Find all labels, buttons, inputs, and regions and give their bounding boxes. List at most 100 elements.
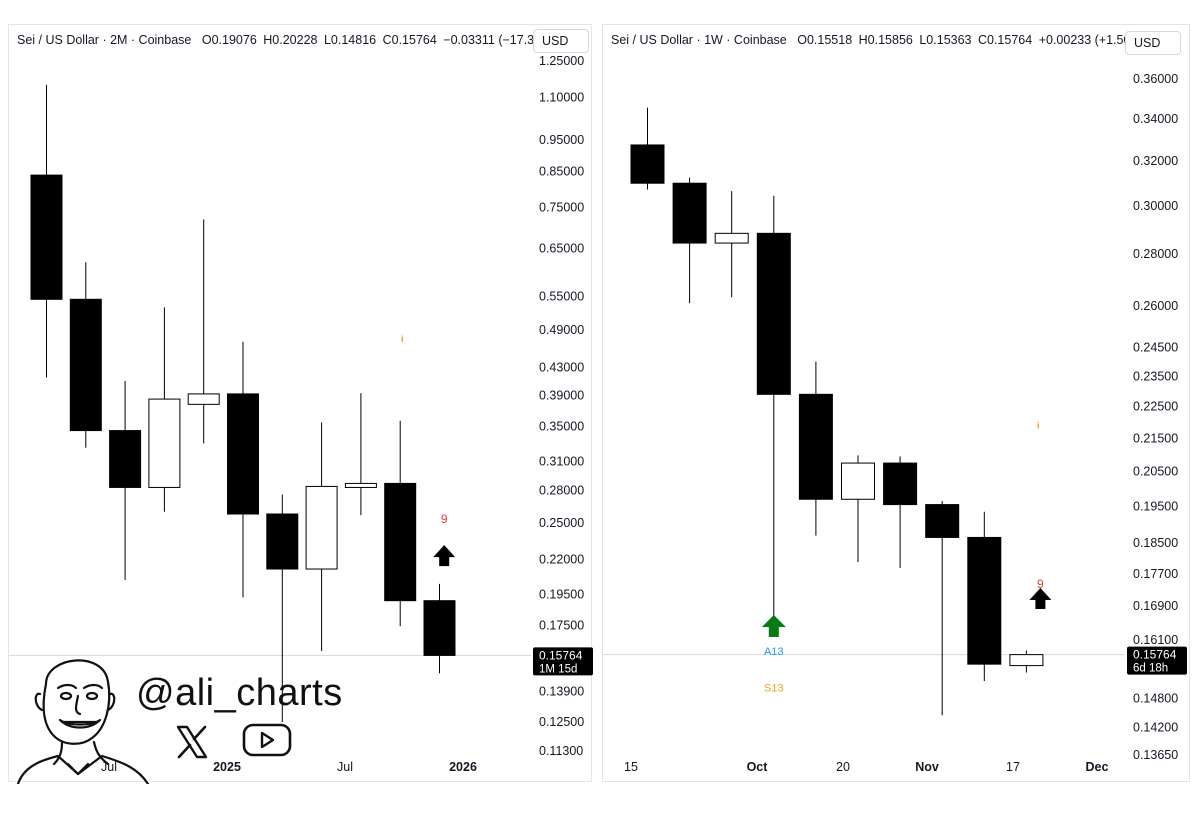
badge-price: 0.15764 <box>539 648 583 662</box>
badge-background <box>533 647 593 676</box>
candle-body <box>925 504 960 538</box>
ohlc-low: L0.14816 <box>323 33 377 47</box>
y-tick-label: 0.22500 <box>1133 400 1178 414</box>
info-marker-icon: i <box>1037 421 1040 431</box>
candle-body <box>423 600 456 656</box>
x-logo-icon[interactable] <box>174 724 210 760</box>
candlestick-chart-1w[interactable]: 0.36000 0.34000 0.32000 0.30000 0.28000 0.260… <box>603 25 1191 783</box>
candle-body <box>967 536 1002 665</box>
candle-body <box>384 482 417 602</box>
y-tick-label: 0.19500 <box>1133 499 1178 513</box>
currency-button[interactable]: USD <box>533 29 589 53</box>
y-tick-label: 0.13650 <box>1133 748 1178 762</box>
y-tick-label: 0.16100 <box>1133 633 1178 647</box>
y-tick-label: 0.36000 <box>1133 72 1178 86</box>
x-tick-label: Nov <box>915 760 939 774</box>
symbol-legend: Sei / US Dollar · 1W · Coinbase O0.15518… <box>611 33 1149 47</box>
candle-body <box>1009 654 1044 667</box>
y-tick-label: 0.49000 <box>539 323 584 337</box>
brand-watermark: @ali_charts <box>8 644 368 784</box>
signal-marker-label: S13 <box>764 683 784 695</box>
symbol-legend: Sei / US Dollar · 2M · Coinbase O0.19076… <box>17 33 559 47</box>
ohlc-high: H0.20228 <box>263 33 318 47</box>
y-tick-label: 0.17700 <box>1133 567 1178 581</box>
signal-count-label: 9 <box>1037 577 1044 591</box>
y-tick-label: 0.26000 <box>1133 299 1178 313</box>
brand-handle: @ali_charts <box>136 672 343 714</box>
candle-body <box>756 232 791 395</box>
y-tick-label: 0.35000 <box>539 419 584 433</box>
ohlc-open: O0.19076 <box>201 33 257 47</box>
y-tick-label: 0.25000 <box>539 516 584 530</box>
up-arrow-icon <box>1029 587 1052 609</box>
candle-body <box>714 232 749 244</box>
x-tick-label: Oct <box>747 760 769 774</box>
y-tick-label: 0.16900 <box>1133 599 1178 613</box>
y-tick-label: 0.18500 <box>1133 536 1178 550</box>
candle-body <box>109 430 142 488</box>
y-tick-label: 0.32000 <box>1133 154 1178 168</box>
y-tick-label: 0.39000 <box>539 388 584 402</box>
candle-body <box>69 298 102 432</box>
y-tick-label: 0.24500 <box>1133 340 1178 354</box>
candle-body <box>305 485 338 570</box>
currency-button[interactable]: USD <box>1125 31 1181 55</box>
price-change: +0.00233 (+1.50%) <box>1038 33 1146 47</box>
info-marker-icon: i <box>401 334 404 344</box>
y-tick-label: 0.34000 <box>1133 112 1178 126</box>
symbol-title[interactable]: Sei / US Dollar · 2M · Coinbase <box>17 33 192 47</box>
y-tick-label: 0.85000 <box>539 165 584 179</box>
y-tick-label: 0.28000 <box>1133 247 1178 261</box>
candle-body <box>227 393 259 515</box>
y-tick-label: 0.28000 <box>539 484 584 498</box>
y-tick-label: 0.31000 <box>539 454 584 468</box>
ohlc-open: O0.15518 <box>797 33 853 47</box>
candle-body <box>148 398 181 488</box>
x-tick-label: 17 <box>1006 760 1020 774</box>
price-change: −0.03311 (−17.36%) <box>443 33 557 47</box>
y-tick-label: 0.17500 <box>539 618 584 632</box>
x-tick-label: 15 <box>624 760 638 774</box>
y-tick-label: 0.22000 <box>539 553 584 567</box>
candle-body <box>883 462 918 506</box>
candle-body <box>630 144 665 184</box>
buy-arrow-icon <box>761 615 786 638</box>
ohlc-low: L0.15363 <box>919 33 972 47</box>
badge-countdown: 6d 18h <box>1133 663 1168 675</box>
y-tick-label: 0.95000 <box>539 133 584 147</box>
up-arrow-icon <box>433 545 456 567</box>
x-tick-label: 2026 <box>449 760 477 774</box>
avatar-caricature <box>16 659 150 784</box>
chart-panel-2m[interactable]: Sei / US Dollar · 2M · Coinbase O0.19076… <box>8 24 593 783</box>
youtube-icon[interactable] <box>242 722 292 758</box>
y-tick-label: 0.11300 <box>539 744 583 758</box>
y-tick-label: 0.14800 <box>1133 692 1178 706</box>
x-tick-label: Jul <box>101 760 117 774</box>
badge-countdown: 1M 15d <box>539 663 577 675</box>
y-tick-label: 0.21500 <box>1133 431 1178 445</box>
candle-body <box>672 182 707 244</box>
x-tick-label: Jul <box>337 760 353 774</box>
y-tick-label: 0.65000 <box>539 242 584 256</box>
y-tick-label: 0.43000 <box>539 360 584 374</box>
x-tick-label: Dec <box>1086 760 1109 774</box>
candle-body <box>187 393 220 405</box>
y-tick-label: 0.14200 <box>1133 720 1178 734</box>
y-tick-label: 0.12500 <box>539 715 584 729</box>
y-tick-label: 1.25000 <box>539 54 584 68</box>
y-tick-label: 0.75000 <box>539 201 584 215</box>
candlestick-chart-2m[interactable]: 1.25000 1.10000 0.95000 0.85000 0.75000 0.650… <box>9 25 593 783</box>
signal-count-label: 9 <box>441 512 448 526</box>
x-tick-label: 2025 <box>213 760 241 774</box>
y-tick-label: 1.10000 <box>539 91 584 105</box>
y-tick-label: 0.20500 <box>1133 465 1178 479</box>
symbol-title[interactable]: Sei / US Dollar · 1W · Coinbase <box>611 33 787 47</box>
chart-panel-1w[interactable]: Sei / US Dollar · 1W · Coinbase O0.15518… <box>602 24 1190 782</box>
candle-body <box>30 174 63 300</box>
x-tick-label: 20 <box>836 760 850 774</box>
y-tick-label: 0.23500 <box>1133 369 1178 383</box>
candle-body <box>344 482 377 488</box>
candle-body <box>266 513 299 570</box>
